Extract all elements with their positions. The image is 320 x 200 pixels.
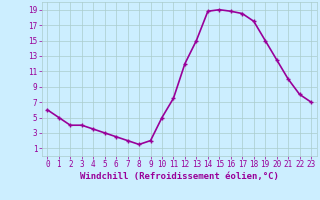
X-axis label: Windchill (Refroidissement éolien,°C): Windchill (Refroidissement éolien,°C)	[80, 172, 279, 181]
